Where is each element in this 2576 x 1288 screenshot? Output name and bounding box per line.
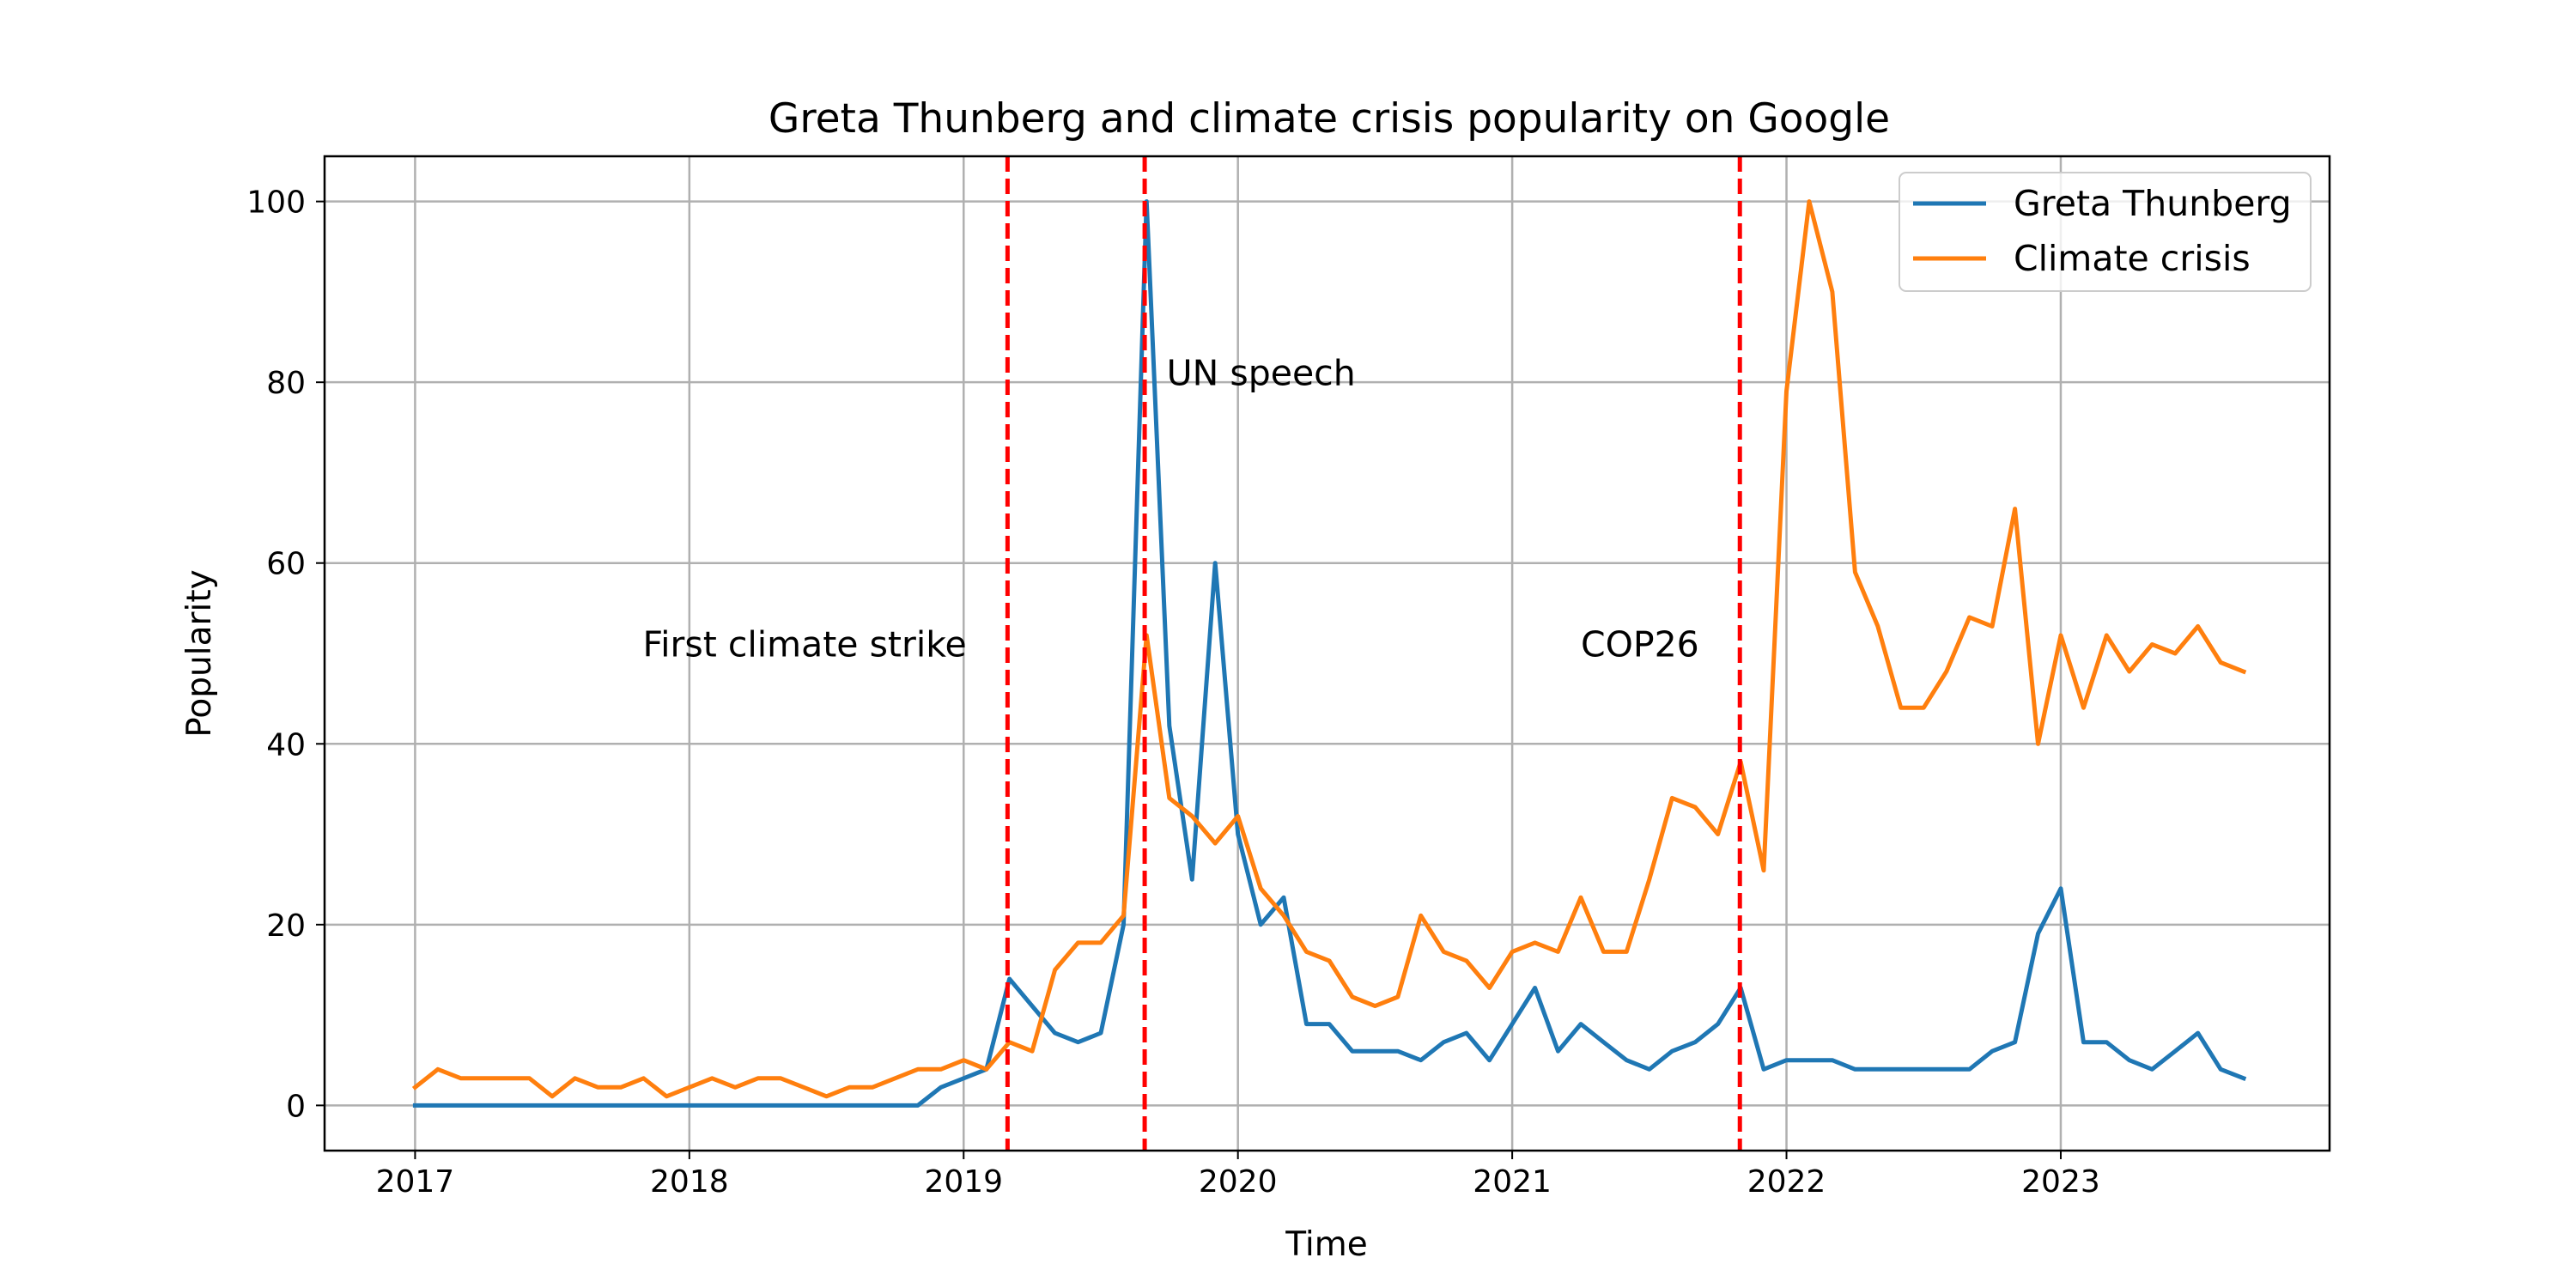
legend-box xyxy=(1899,172,2312,292)
x-axis: 2017 2018 2019 2020 2021 2022 2023 xyxy=(376,1151,2100,1200)
x-tick-label: 2023 xyxy=(2021,1164,2100,1200)
series-layer xyxy=(411,199,2247,1108)
y-tick-label: 0 xyxy=(286,1089,306,1124)
event-label: UN speech xyxy=(1167,353,1356,394)
series-line-greta-thunberg xyxy=(412,199,2247,1108)
legend-label-greta: Greta Thunberg xyxy=(2014,183,2292,224)
chart-title: Greta Thunberg and climate crisis popula… xyxy=(769,95,1890,143)
x-tick-label: 2021 xyxy=(1473,1164,1552,1200)
x-tick-label: 2018 xyxy=(650,1164,729,1200)
x-tick-label: 2022 xyxy=(1747,1164,1826,1200)
x-axis-label: Time xyxy=(1285,1225,1367,1264)
series-line-climate-crisis xyxy=(411,199,2247,1099)
y-tick-label: 20 xyxy=(266,908,306,944)
x-tick-label: 2020 xyxy=(1199,1164,1278,1200)
y-tick-label: 60 xyxy=(266,547,306,582)
x-tick-label: 2017 xyxy=(376,1164,455,1200)
y-tick-label: 100 xyxy=(246,185,306,221)
event-label: First climate strike xyxy=(643,623,967,665)
plot-frame xyxy=(323,155,2331,1152)
event-layer: First climate strike UN speech COP26 xyxy=(643,156,1742,1151)
y-axis: 0 20 40 60 80 100 xyxy=(246,185,325,1124)
legend: Greta Thunberg Climate crisis xyxy=(1899,172,2312,292)
y-tick-label: 40 xyxy=(266,727,306,762)
y-axis-label: Popularity xyxy=(180,569,219,737)
legend-label-climate: Climate crisis xyxy=(2014,238,2251,279)
event-label: COP26 xyxy=(1581,623,1699,665)
x-tick-label: 2019 xyxy=(924,1164,1003,1200)
y-tick-label: 80 xyxy=(266,366,306,401)
